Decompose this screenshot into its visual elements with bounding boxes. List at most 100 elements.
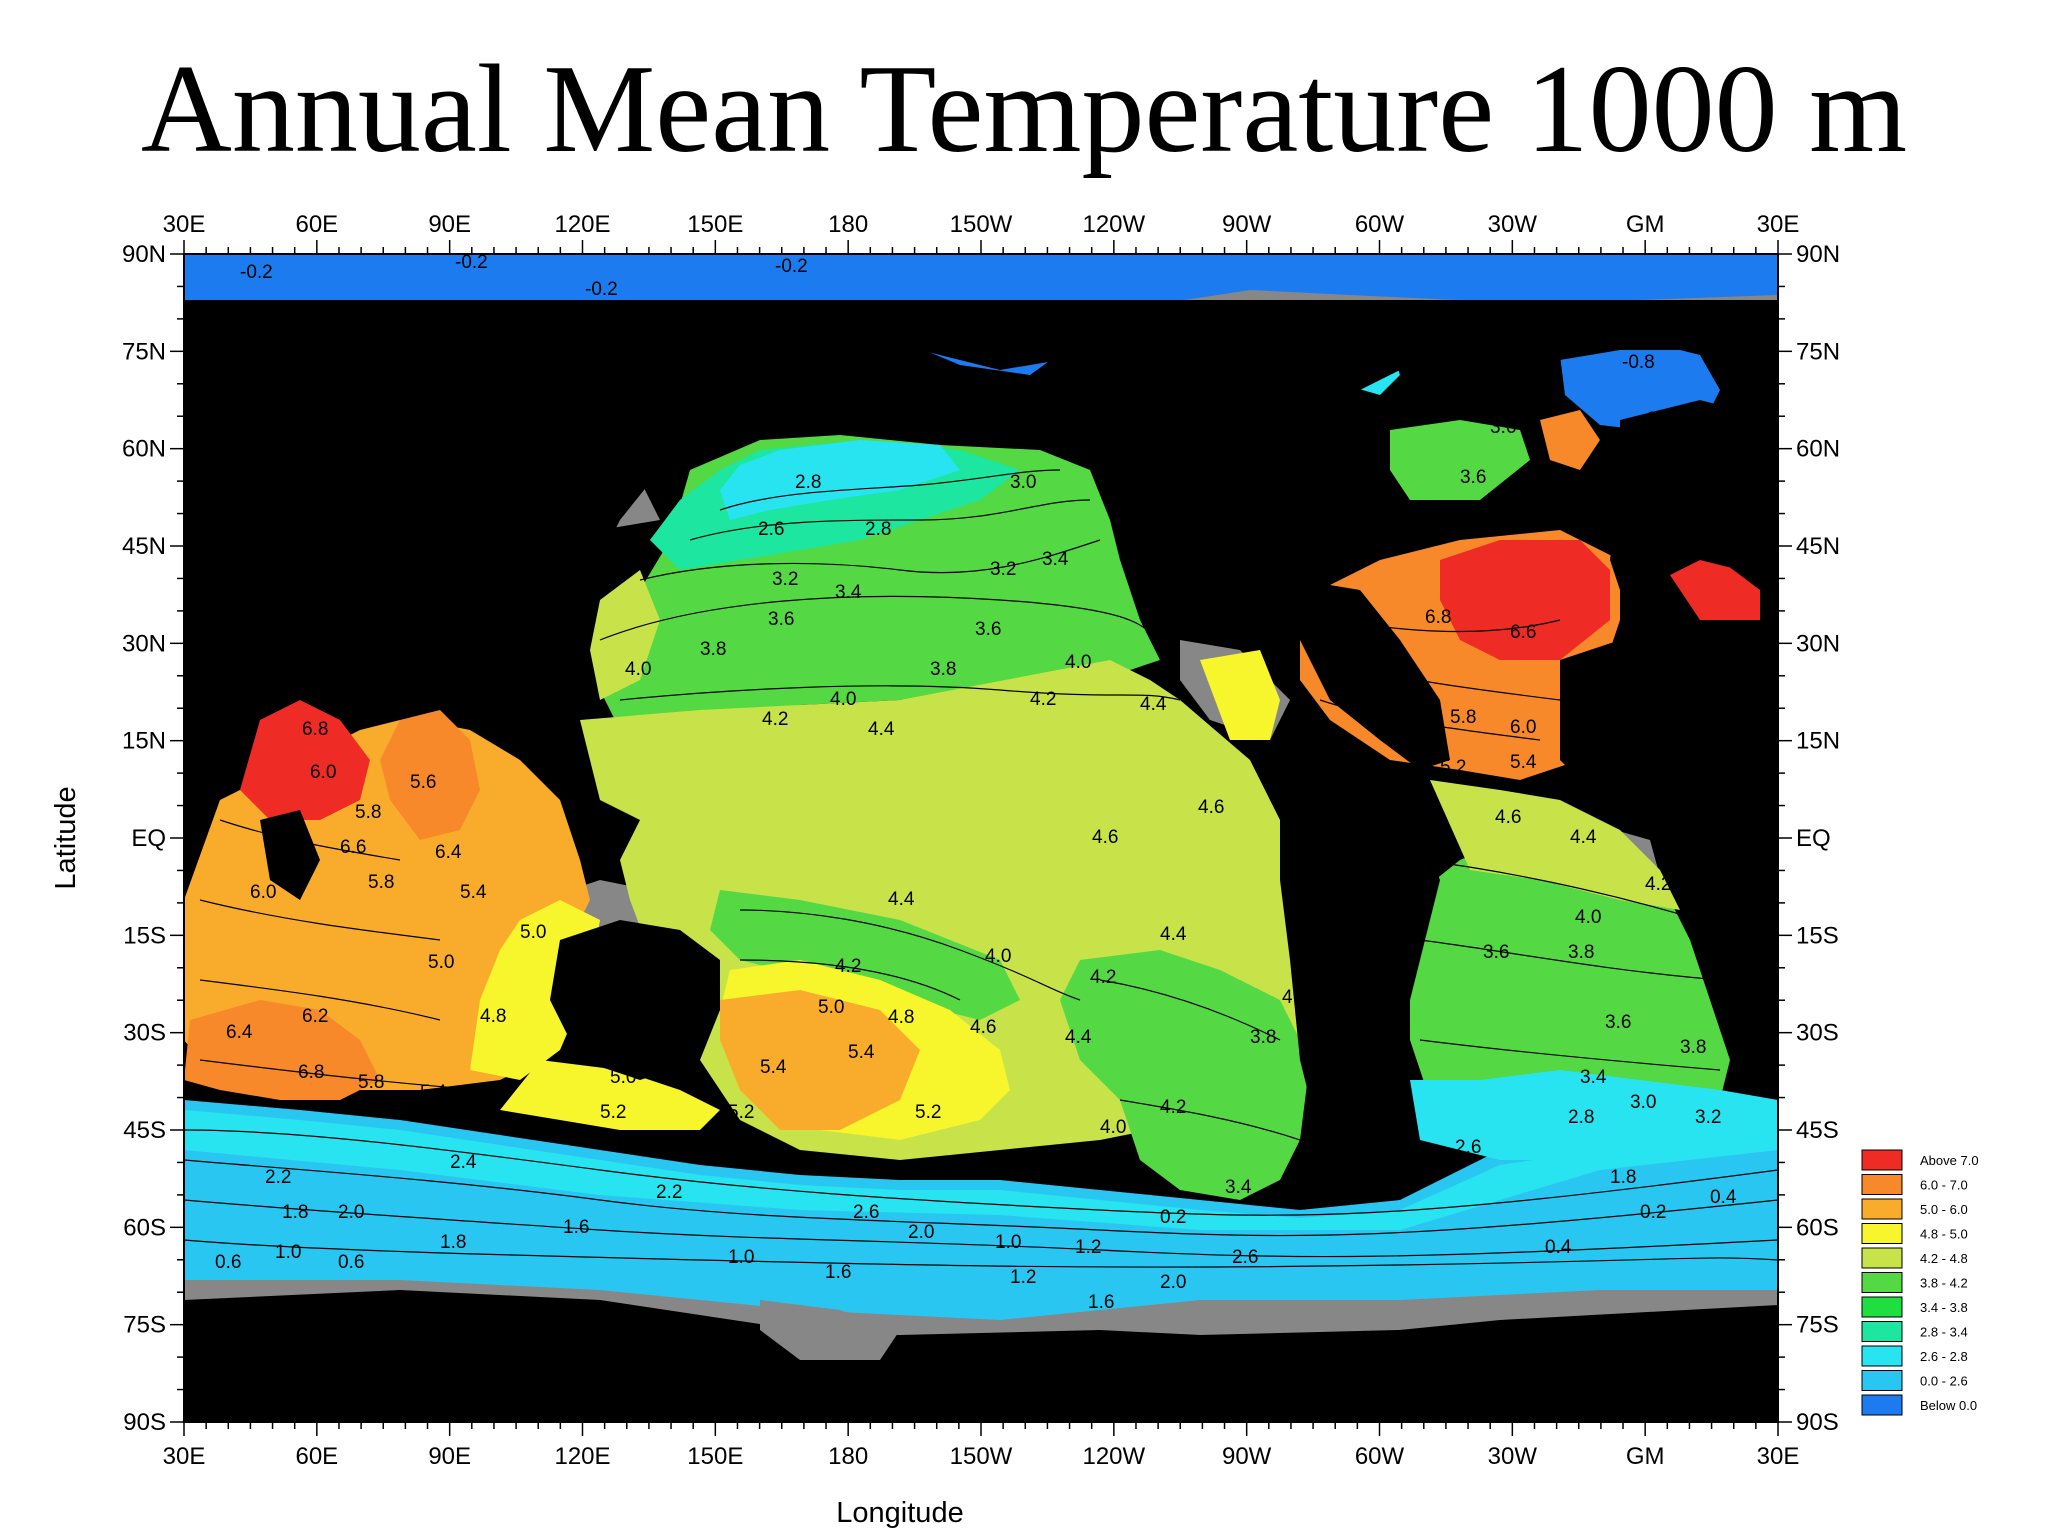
contour-label: 3.2 <box>1118 1162 1144 1183</box>
northern-land <box>184 300 1778 770</box>
ross-sea-shelf <box>760 1300 900 1360</box>
legend-swatch <box>1861 1296 1903 1318</box>
contour-label: 6.0 <box>250 882 276 903</box>
longitude-tick-label: 60E <box>295 1443 338 1470</box>
contour-label: 3.8 <box>700 639 726 660</box>
contour-label: -0.61 <box>1640 409 1683 430</box>
latitude-tick-label: 15N <box>1796 728 1840 755</box>
contour-label: 4.0 <box>830 689 856 710</box>
contour-label: 2.2 <box>656 1182 682 1203</box>
contour-label: 1.8 <box>440 1232 466 1253</box>
contour-label: 5.0 <box>818 997 844 1018</box>
iceland-basin <box>1540 410 1600 470</box>
latitude-tick-label: 60S <box>1796 1214 1839 1241</box>
contour-label: 6.6 <box>1510 622 1536 643</box>
longitude-tick-label: 90E <box>428 1443 471 1470</box>
arabian-sea-red <box>240 700 370 820</box>
contour-label: 6.8 <box>302 719 328 740</box>
tasman-orange <box>720 990 920 1130</box>
legend-swatch <box>1861 1198 1903 1220</box>
legend-swatch <box>1861 1272 1903 1293</box>
contour-label: 3.4 <box>1225 1177 1252 1198</box>
contour-label: 4.2 <box>835 956 861 977</box>
y-axis-title: Latitude <box>50 786 82 889</box>
contour-label: 5.4 <box>1510 752 1537 773</box>
legend-label: 3.8 - 4.2 <box>1920 1276 1968 1291</box>
contour-label: 4.6 <box>970 1017 996 1038</box>
contour-label: 5.0 <box>428 952 454 973</box>
contour-label: 0.2 <box>1640 1202 1666 1223</box>
mediterranean-sea <box>1660 560 1760 620</box>
contour-label: 6.0 <box>310 762 336 783</box>
contour-label: 4.2 <box>1030 689 1056 710</box>
contour-label: 3.8 <box>930 659 956 680</box>
contour-label: 3.2 <box>990 559 1016 580</box>
contour-label: -0.2 <box>775 256 808 277</box>
contour-label: 3.6 <box>1605 1012 1631 1033</box>
contour-label: 1.0 <box>995 1232 1021 1253</box>
longitude-tick-label: 60W <box>1355 1443 1405 1470</box>
contour-label: 5.4 <box>848 1042 875 1063</box>
longitude-tick-label: 90W <box>1222 211 1272 238</box>
contour-label: 2.6 <box>1232 1247 1258 1268</box>
africa <box>1560 630 1778 1060</box>
contour-label: 4.8 <box>480 1006 506 1027</box>
legend: Above 7.0 6.0 - 7.0 5.0 - 6.0 4.8 - 5.0 4.2 … <box>1861 1149 1979 1416</box>
contour-label: 6.4 <box>226 1022 253 1043</box>
chart-title: Annual Mean Temperature 1000 m <box>140 40 1908 179</box>
contour-label: 2.8 <box>1568 1107 1594 1128</box>
longitude-tick-label: 90E <box>428 211 471 238</box>
contour-label: 4.0 <box>625 659 651 680</box>
contour-label: 4.4 <box>1570 827 1597 848</box>
contour-label: 4.0 <box>1065 652 1091 673</box>
legend-label: 2.8 - 3.4 <box>1920 1325 1968 1340</box>
contour-label: 1.2 <box>1075 1237 1101 1258</box>
contour-label: 2.2 <box>265 1167 291 1188</box>
contour-label: 2.0 <box>908 1222 934 1243</box>
longitude-labels-bottom: 30E 60E 90E 120E 150E 180 150W 120W 90W 60W 30W GM 3… <box>163 1443 1800 1470</box>
contour-label: 4.6 <box>1092 827 1118 848</box>
latitude-tick-label: 30N <box>122 630 166 657</box>
latitude-tick-label: 45N <box>1796 533 1840 560</box>
longitude-tick-label: 120W <box>1082 211 1145 238</box>
latitude-tick-label: 30S <box>123 1020 166 1047</box>
contour-label: 0.4 <box>1545 1237 1572 1258</box>
longitude-tick-label: 60E <box>295 211 338 238</box>
latitude-tick-label: EQ <box>1796 825 1831 852</box>
latitude-tick-label: 75N <box>1796 338 1840 365</box>
contour-label: 3.6 <box>1490 417 1516 438</box>
contour-lines <box>184 469 1778 1268</box>
contour-label: 6.8 <box>298 1062 324 1083</box>
contour-label: 4.2 <box>1645 874 1671 895</box>
contour-label: 6.4 <box>435 842 462 863</box>
contour-label: 2.0 <box>1160 1272 1186 1293</box>
legend-swatch <box>1861 1370 1903 1391</box>
legend-swatch <box>1861 1321 1903 1342</box>
axis-ticks <box>170 240 1792 1436</box>
contour-label: -0.2 <box>585 279 618 300</box>
contour-label: 3.2 <box>1695 1107 1721 1128</box>
contour-label: 4.2 <box>1282 987 1308 1008</box>
longitude-tick-label: 30W <box>1488 1443 1538 1470</box>
bay-of-bengal <box>380 710 480 840</box>
contour-label: 3.4 <box>1042 549 1069 570</box>
contour-label: 3.2 <box>772 569 798 590</box>
contour-label: 6.8 <box>1425 607 1451 628</box>
latitude-tick-label: 45S <box>1796 1117 1839 1144</box>
latitude-labels-left: 90N 75N 60N 45N 30N 15N EQ 15S 30S 45S 60S 75S 90S <box>122 241 166 1436</box>
contour-label: 5.8 <box>355 802 381 823</box>
polar-front-cyan <box>184 1110 1778 1230</box>
legend-label: 4.2 - 4.8 <box>1920 1251 1968 1266</box>
equatorial-atlantic <box>1430 780 1680 910</box>
antarctica <box>184 1290 1778 1422</box>
longitude-tick-label: GM <box>1626 1443 1665 1470</box>
longitude-tick-label: 30E <box>163 211 206 238</box>
legend-label: Above 7.0 <box>1920 1153 1979 1168</box>
madagascar-region <box>260 810 320 900</box>
latitude-tick-label: 30N <box>1796 630 1840 657</box>
contour-value-labels: -0.2 -0.2 -0.2 -0.2 -0.8 -0.61 2.8 3.0 2… <box>215 254 1737 1313</box>
contour-label: 4.4 <box>868 719 895 740</box>
contour-label: 3.8 <box>1680 1037 1706 1058</box>
latitude-tick-label: 15N <box>122 728 166 755</box>
contour-label: -0.2 <box>240 262 273 283</box>
